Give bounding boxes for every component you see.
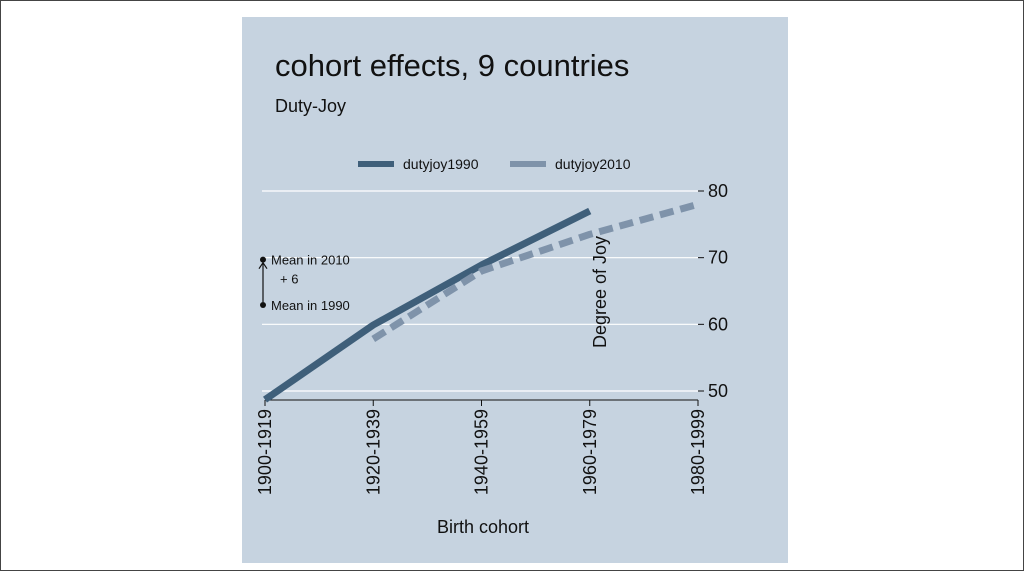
- y-tick-label-60: 60: [708, 314, 728, 334]
- annotation-upper-label: Mean in 2010: [271, 253, 350, 268]
- chart-title: cohort effects, 9 countries: [275, 48, 629, 83]
- chart-panel: [242, 17, 788, 563]
- x-tick-label-1960-1979: 1960-1979: [580, 409, 600, 495]
- annotation-arrow-head: [258, 261, 268, 269]
- y-tick-label-70: 70: [708, 248, 728, 268]
- grid-lines: [262, 190, 698, 392]
- series-line-dutyjoy2010: [371, 200, 699, 342]
- series-layer: [263, 200, 699, 403]
- y-tick-label-80: 80: [708, 181, 728, 201]
- annotation-dot-upper: [260, 256, 266, 263]
- x-axis: 1900-1919 1920-1939 1940-1959 1960-1979 1980…: [255, 399, 708, 495]
- chart-subtitle: Duty-Joy: [275, 96, 346, 116]
- x-tick-label-1940-1959: 1940-1959: [472, 409, 492, 495]
- x-axis-label: Birth cohort: [437, 517, 529, 537]
- annotation: Mean in 2010 + 6 Mean in 1990: [258, 253, 350, 313]
- y-axis: 50 60 70 80: [698, 181, 728, 401]
- annotation-middle-label: + 6: [280, 272, 298, 287]
- series-line-dutyjoy1990: [263, 207, 592, 403]
- annotation-dot-lower: [260, 302, 266, 308]
- x-tick-label-1980-1999: 1980-1999: [688, 409, 708, 495]
- annotation-lower-label: Mean in 1990: [271, 298, 350, 313]
- y-axis-label: Degree of Joy: [590, 236, 610, 348]
- legend-label-dutyjoy1990: dutyjoy1990: [403, 156, 479, 172]
- x-tick-label-1900-1919: 1900-1919: [255, 409, 275, 495]
- x-tick-label-1920-1939: 1920-1939: [363, 409, 383, 495]
- y-tick-label-50: 50: [708, 381, 728, 401]
- legend: dutyjoy1990 dutyjoy2010: [358, 156, 631, 172]
- legend-label-dutyjoy2010: dutyjoy2010: [555, 156, 631, 172]
